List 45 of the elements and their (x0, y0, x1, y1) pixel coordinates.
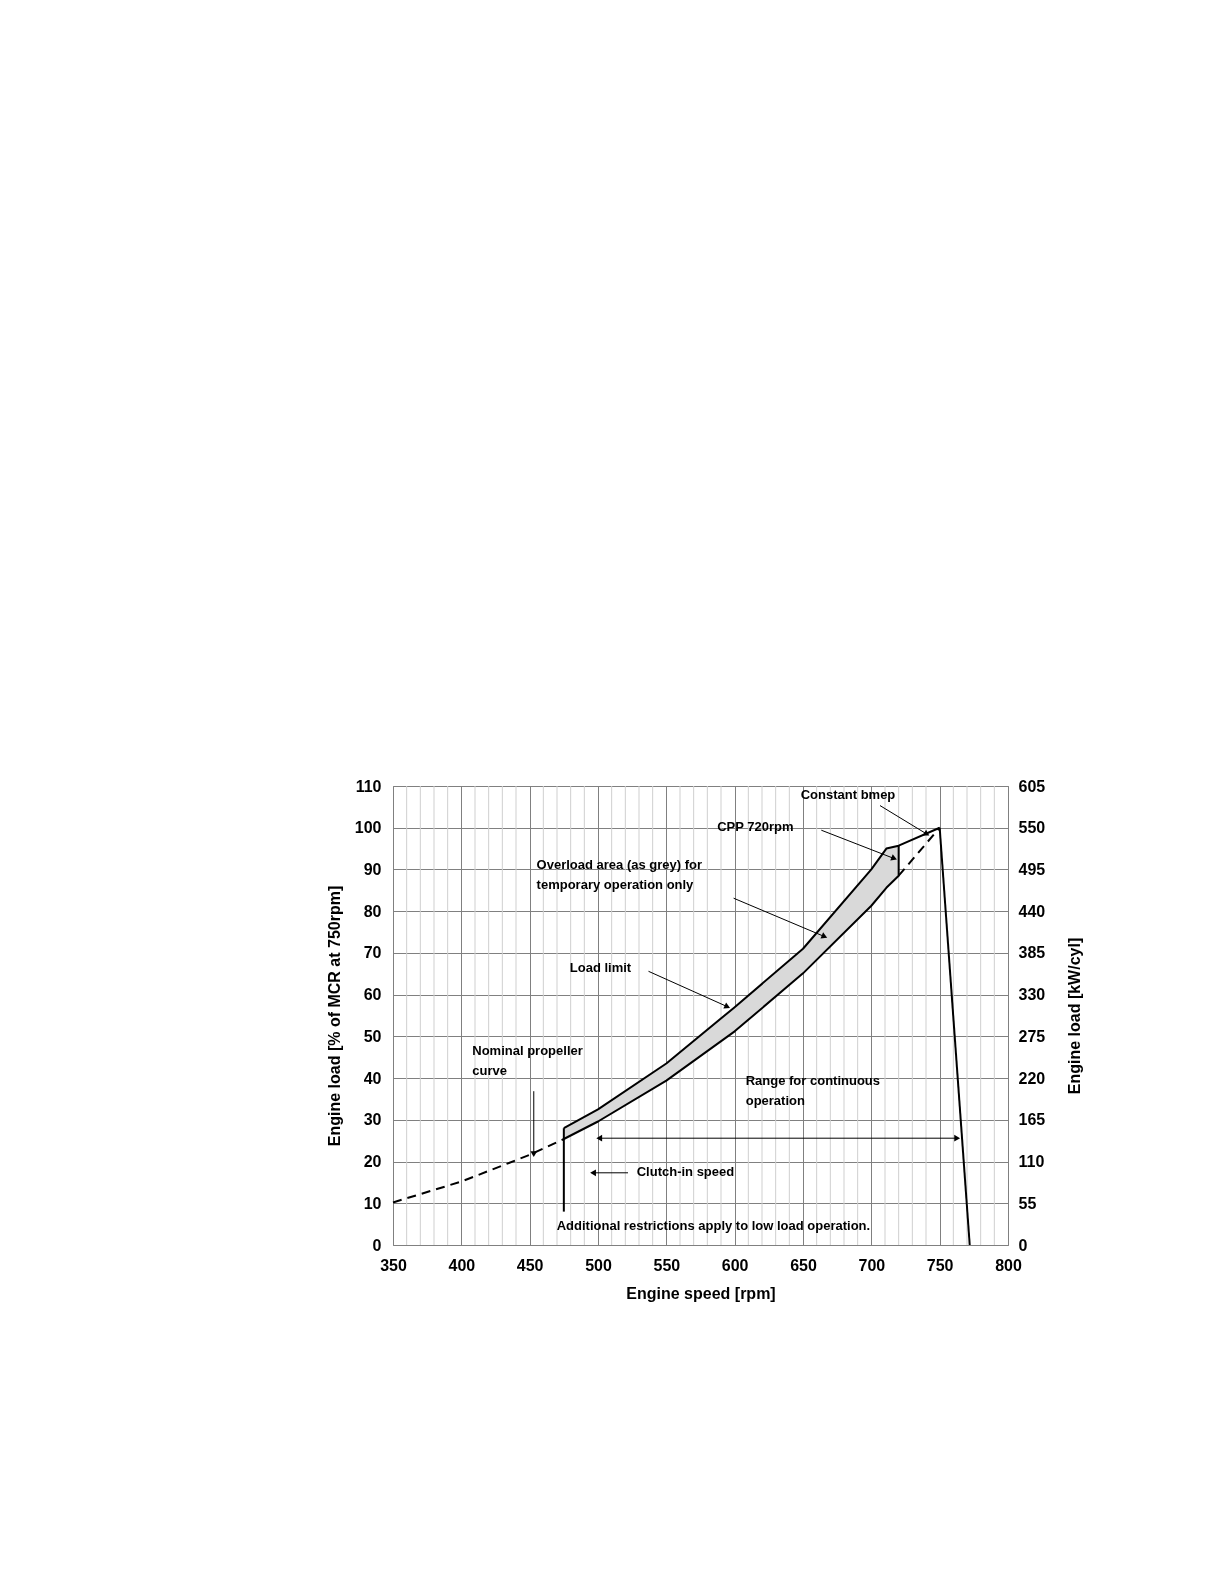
x-tick-label: 450 (516, 1256, 544, 1274)
annotation: Range for continuous operation (745, 1073, 881, 1109)
y-tick-label: 10 (363, 1194, 382, 1212)
y2-tick-label: 605 (1018, 777, 1046, 795)
y-tick-label: 0 (372, 1236, 382, 1254)
x-tick-label: 650 (790, 1256, 817, 1274)
x-tick-label: 350 (380, 1256, 407, 1274)
x-tick-label: 750 (926, 1256, 954, 1274)
y2-tick-label: 550 (1018, 819, 1046, 837)
x-tick-label: 700 (858, 1256, 886, 1274)
y2-tick-label: 495 (1018, 860, 1046, 878)
y-tick-label: 100 (354, 819, 382, 837)
annotation: Additional restrictions apply to low load operation. (556, 1218, 871, 1233)
y-tick-label: 110 (355, 777, 382, 795)
y2-axis-title: Engine load [kW/cyl] (1065, 937, 1083, 1095)
y-tick-label: 50 (363, 1027, 382, 1045)
x-tick-label: 500 (585, 1256, 612, 1274)
y2-tick-label: 440 (1018, 902, 1046, 920)
x-tick-label: 600 (721, 1256, 749, 1274)
x-tick-label: 400 (448, 1256, 476, 1274)
annotation: Overload area (as grey) for temporary operation only (536, 857, 703, 893)
annotation: Nominal propeller curve (472, 1042, 583, 1078)
x-tick-label: 550 (653, 1256, 681, 1274)
x-tick-label: 800 (995, 1256, 1022, 1274)
annotation: Load limit (569, 960, 632, 976)
y-tick-label: 90 (363, 860, 382, 878)
y-tick-label: 40 (363, 1069, 382, 1087)
y2-tick-label: 275 (1018, 1027, 1046, 1045)
y-tick-label: 70 (363, 944, 382, 962)
y2-tick-label: 0 (1018, 1236, 1028, 1254)
x-axis-title: Engine speed [rpm] (626, 1284, 776, 1302)
y-tick-label: 60 (363, 986, 382, 1004)
annotation: CPP 720rpm (717, 819, 794, 835)
y-tick-label: 20 (363, 1153, 382, 1171)
annotation: Constant bmep (800, 786, 896, 802)
y2-tick-label: 330 (1018, 986, 1046, 1004)
y-axis-title: Engine load [% of MCR at 750rpm] (325, 885, 343, 1147)
y-tick-label: 80 (363, 902, 382, 920)
y2-tick-label: 110 (1018, 1153, 1045, 1171)
annotation: Clutch-in speed (636, 1163, 735, 1179)
y-tick-label: 30 (363, 1111, 382, 1129)
y2-tick-label: 165 (1018, 1111, 1046, 1129)
y2-tick-label: 55 (1018, 1194, 1037, 1212)
y2-tick-label: 220 (1018, 1069, 1046, 1087)
y2-tick-label: 385 (1018, 944, 1046, 962)
